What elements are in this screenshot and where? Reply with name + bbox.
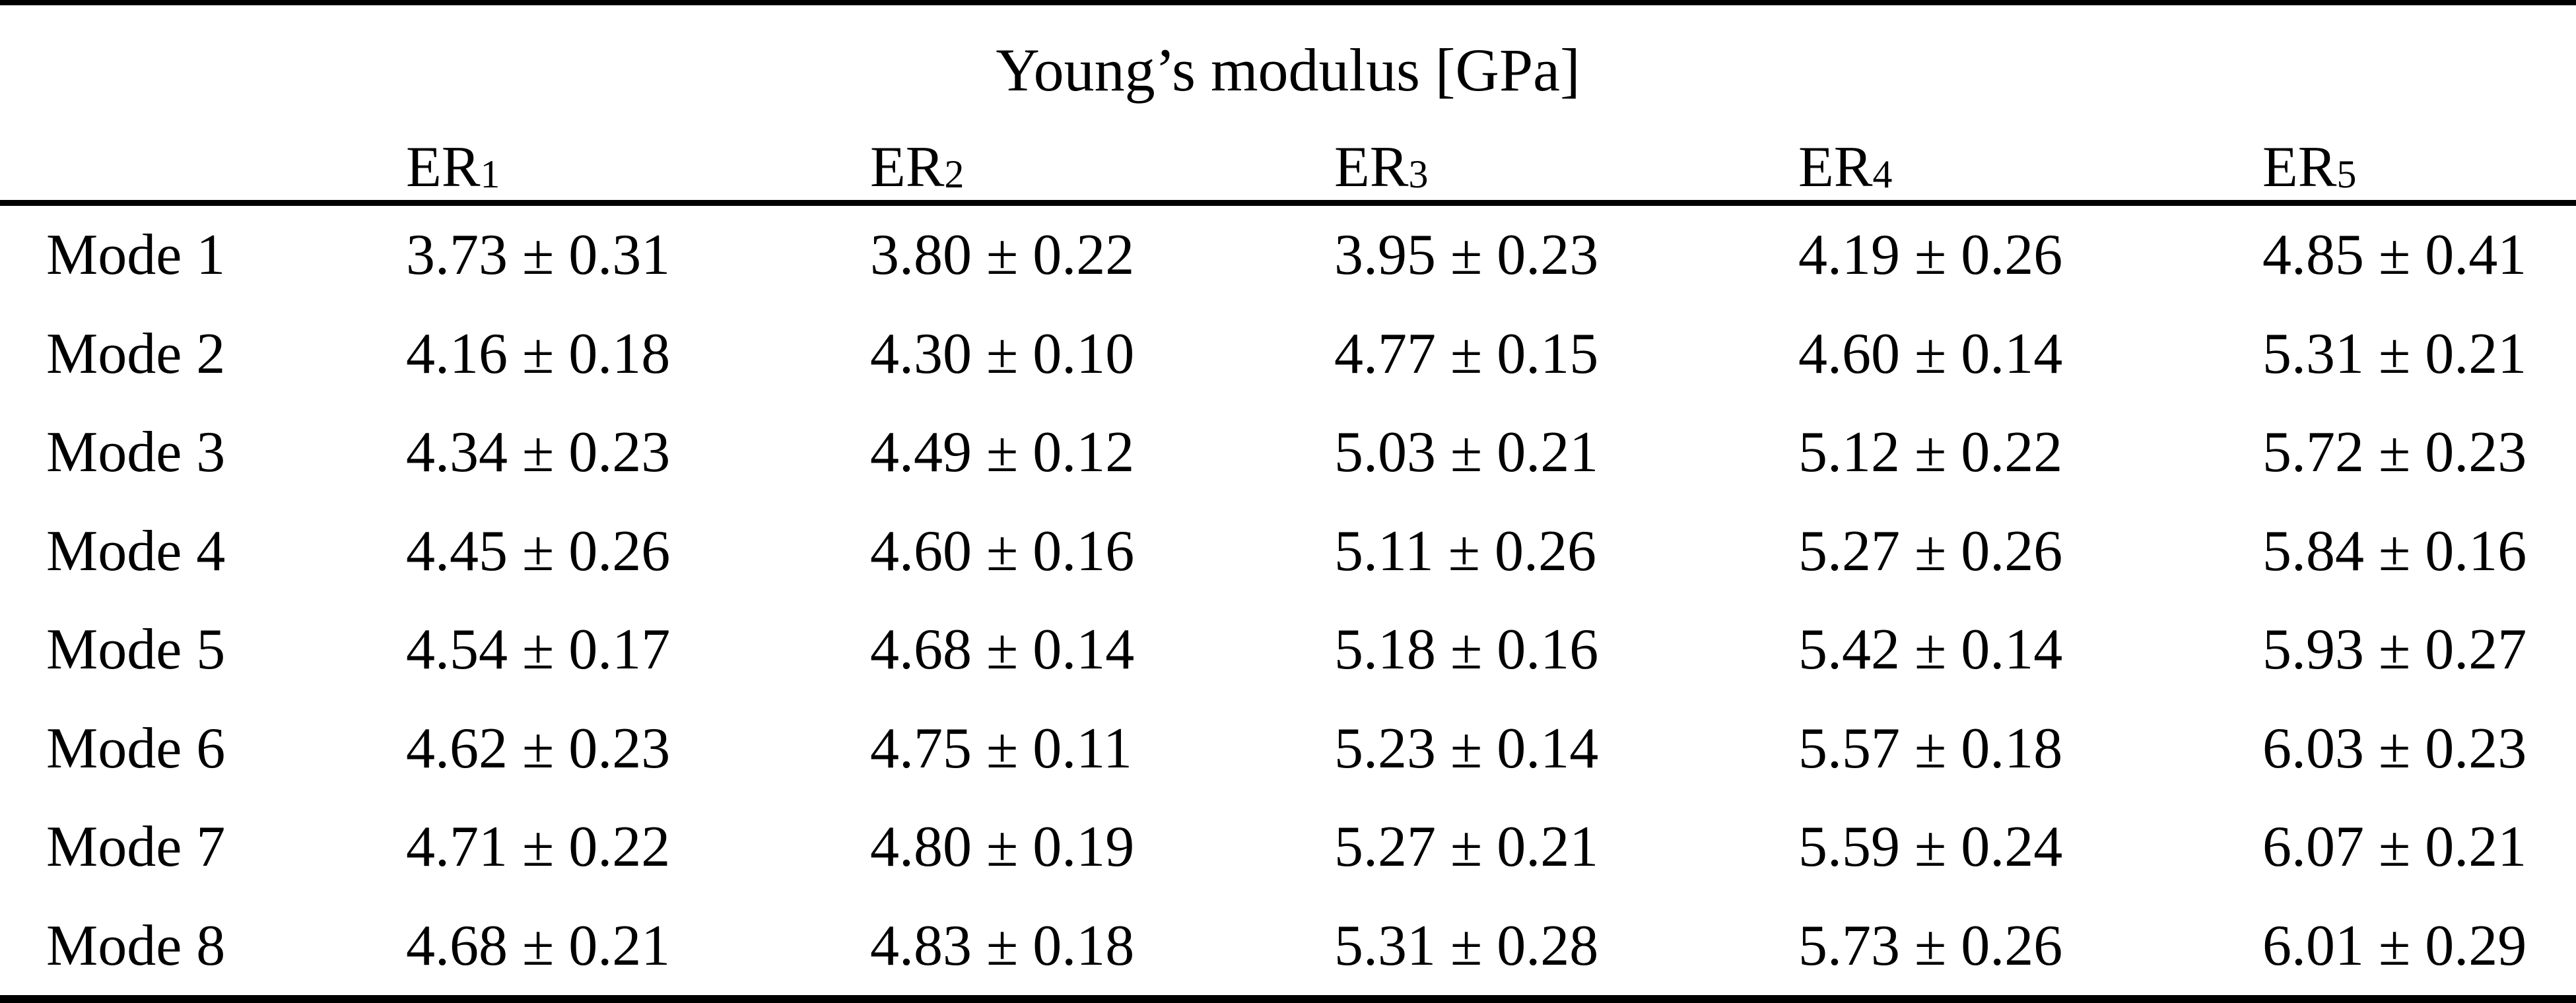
table-title: Young’s modulus [GPa]	[996, 36, 1580, 104]
header-separator-rule	[0, 200, 2576, 206]
cell-er2: 4.75 ± 0.11	[870, 716, 1133, 781]
row-label: Mode 2	[46, 321, 226, 386]
table-row: Mode 6 4.62 ± 0.23 4.75 ± 0.11 5.23 ± 0.…	[0, 699, 2576, 798]
column-header-er2-sub: 2	[944, 152, 965, 196]
cell-er1: 4.34 ± 0.23	[406, 420, 671, 485]
cell-er1: 4.62 ± 0.23	[406, 716, 671, 781]
table-row: Mode 3 4.34 ± 0.23 4.49 ± 0.12 5.03 ± 0.…	[0, 403, 2576, 502]
cell-er2: 4.83 ± 0.18	[870, 913, 1135, 978]
column-header-er4: ER 4	[1798, 134, 2262, 201]
cell-er5: 6.03 ± 0.23	[2262, 716, 2527, 781]
cell-er4: 4.19 ± 0.26	[1798, 223, 2063, 288]
table-row: Mode 2 4.16 ± 0.18 4.30 ± 0.10 4.77 ± 0.…	[0, 305, 2576, 404]
table-row: Mode 7 4.71 ± 0.22 4.80 ± 0.19 5.27 ± 0.…	[0, 798, 2576, 897]
table-top-border	[0, 0, 2576, 5]
column-header-row: ER 1 ER 2 ER 3 ER 4 ER 5	[0, 134, 2576, 200]
column-header-er1-base: ER	[406, 135, 481, 199]
cell-er3: 5.23 ± 0.14	[1334, 716, 1599, 781]
cell-er3: 3.95 ± 0.23	[1334, 223, 1599, 288]
cell-er2: 4.80 ± 0.19	[870, 815, 1135, 880]
cell-er4: 5.73 ± 0.26	[1798, 913, 2063, 978]
cell-er2: 4.49 ± 0.12	[870, 420, 1135, 485]
cell-er4: 5.59 ± 0.24	[1798, 815, 2063, 880]
cell-er1: 4.16 ± 0.18	[406, 321, 671, 386]
cell-er1: 3.73 ± 0.31	[406, 223, 671, 288]
cell-er3: 5.27 ± 0.21	[1334, 815, 1599, 880]
column-header-er1-sub: 1	[480, 152, 500, 196]
column-header-er5-sub: 5	[2336, 152, 2357, 196]
cell-er5: 5.31 ± 0.21	[2262, 321, 2527, 386]
column-header-er3: ER 3	[1334, 134, 1798, 201]
cell-er4: 5.12 ± 0.22	[1798, 420, 2063, 485]
cell-er1: 4.71 ± 0.22	[406, 815, 671, 880]
row-label: Mode 8	[46, 913, 226, 978]
cell-er3: 5.18 ± 0.16	[1334, 618, 1599, 682]
column-header-er4-base: ER	[1798, 135, 1873, 199]
cell-er5: 5.84 ± 0.16	[2262, 519, 2527, 583]
cell-er2: 4.68 ± 0.14	[870, 618, 1135, 682]
table-row: Mode 8 4.68 ± 0.21 4.83 ± 0.18 5.31 ± 0.…	[0, 897, 2576, 996]
cell-er2: 3.80 ± 0.22	[870, 223, 1135, 288]
column-header-er1: ER 1	[406, 134, 870, 201]
cell-er3: 5.31 ± 0.28	[1334, 913, 1599, 978]
cell-er2: 4.30 ± 0.10	[870, 321, 1135, 386]
cell-er4: 4.60 ± 0.14	[1798, 321, 2063, 386]
column-header-er4-sub: 4	[1872, 152, 1893, 196]
row-label: Mode 6	[46, 716, 226, 781]
column-header-empty	[0, 134, 406, 201]
column-header-er2: ER 2	[870, 134, 1334, 201]
row-label: Mode 1	[46, 223, 226, 288]
cell-er5: 5.72 ± 0.23	[2262, 420, 2527, 485]
cell-er5: 5.93 ± 0.27	[2262, 618, 2527, 682]
cell-er5: 6.07 ± 0.21	[2262, 815, 2527, 880]
cell-er3: 5.03 ± 0.21	[1334, 420, 1599, 485]
table-bottom-border	[0, 995, 2576, 1003]
table-row: Mode 5 4.54 ± 0.17 4.68 ± 0.14 5.18 ± 0.…	[0, 600, 2576, 699]
row-label: Mode 5	[46, 618, 226, 682]
cell-er1: 4.54 ± 0.17	[406, 618, 671, 682]
table-row: Mode 4 4.45 ± 0.26 4.60 ± 0.16 5.11 ± 0.…	[0, 502, 2576, 601]
cell-er3: 5.11 ± 0.26	[1334, 519, 1597, 583]
row-label: Mode 3	[46, 420, 226, 485]
row-label: Mode 4	[46, 519, 226, 583]
column-header-er5-base: ER	[2262, 135, 2337, 199]
row-label: Mode 7	[46, 815, 226, 880]
column-header-er5: ER 5	[2262, 134, 2576, 201]
table-title-row: Young’s modulus [GPa]	[0, 5, 2576, 134]
column-header-er3-base: ER	[1334, 135, 1409, 199]
cell-er2: 4.60 ± 0.16	[870, 519, 1135, 583]
cell-er4: 5.42 ± 0.14	[1798, 618, 2063, 682]
cell-er1: 4.45 ± 0.26	[406, 519, 671, 583]
column-header-er2-base: ER	[870, 135, 945, 199]
cell-er5: 6.01 ± 0.29	[2262, 913, 2527, 978]
cell-er5: 4.85 ± 0.41	[2262, 223, 2527, 288]
cell-er4: 5.57 ± 0.18	[1798, 716, 2063, 781]
cell-er4: 5.27 ± 0.26	[1798, 519, 2063, 583]
table-row: Mode 1 3.73 ± 0.31 3.80 ± 0.22 3.95 ± 0.…	[0, 206, 2576, 305]
cell-er1: 4.68 ± 0.21	[406, 913, 671, 978]
cell-er3: 4.77 ± 0.15	[1334, 321, 1599, 386]
column-header-er3-sub: 3	[1408, 152, 1429, 196]
